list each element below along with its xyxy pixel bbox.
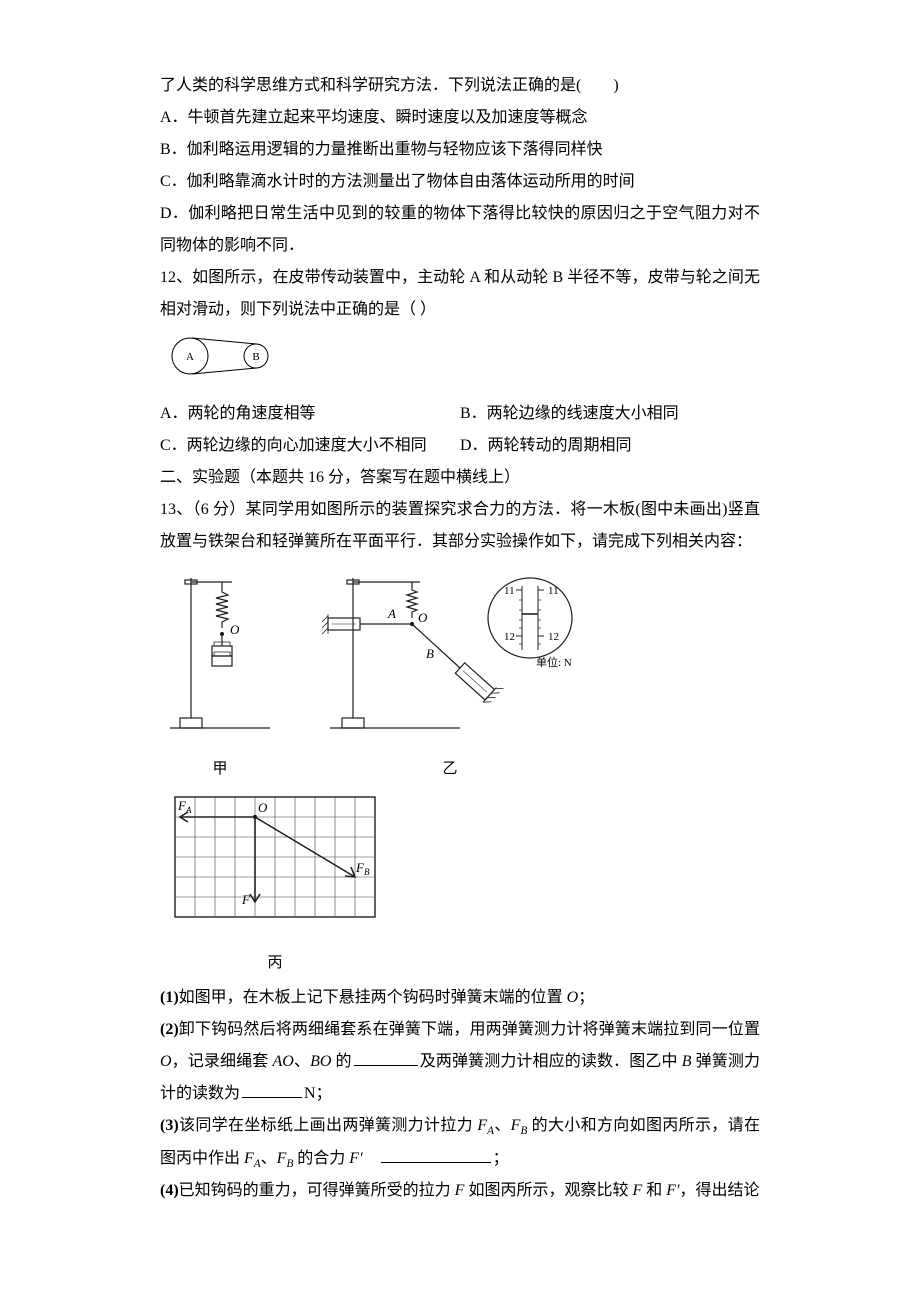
sub3-fb: FB: [511, 1117, 528, 1134]
sub2-o: O: [160, 1053, 172, 1070]
sub3-fprime: F′: [349, 1150, 362, 1167]
sub3-c1: 、: [494, 1117, 511, 1134]
sub4-f: F: [455, 1182, 465, 1199]
blank-reading[interactable]: [242, 1081, 302, 1098]
sub1-index: (1): [160, 989, 179, 1006]
sub3-fa2: FA: [244, 1150, 261, 1167]
sub3-index: (3): [160, 1117, 179, 1134]
svg-text:A: A: [186, 351, 194, 363]
q13-fig-row: O 甲: [160, 568, 760, 784]
sub2-ao: AO: [273, 1053, 294, 1070]
sub4-f2: F: [632, 1182, 642, 1199]
svg-text:B: B: [426, 646, 434, 661]
sub4-t2: 如图丙所示，观察比较: [464, 1182, 632, 1199]
svg-text:FA: FA: [177, 798, 192, 815]
q13-sub2: (2)卸下钩码然后将两细绳套系在弹簧下端，用两弹簧测力计将弹簧末端拉到同一位置 …: [160, 1014, 760, 1110]
sub3-t1: 该同学在坐标纸上画出两弹簧测力计拉力: [179, 1117, 478, 1134]
sub2-t1: 卸下钩码然后将两细绳套系在弹簧下端，用两弹簧测力计将弹簧末端拉到同一位置: [179, 1021, 760, 1038]
sub4-t3: 和: [642, 1182, 666, 1199]
sub3-c2: 、: [261, 1150, 277, 1167]
q12-opt-d: D．两轮转动的周期相同: [460, 430, 760, 462]
svg-text:11: 11: [504, 585, 515, 597]
svg-text:12: 12: [548, 631, 559, 643]
q13-fig-bing: O FA FB F 丙: [170, 792, 380, 978]
pulley-diagram-icon: A B: [170, 332, 290, 380]
sub3-end: ；: [493, 1150, 509, 1167]
sub2-t2: ，记录细绳套: [172, 1053, 273, 1070]
sub3-fa: FA: [477, 1117, 494, 1134]
q11-stem-cont: 了人类的科学思维方式和科学研究方法．下列说法正确的是( ): [160, 70, 760, 102]
sub4-fp: F′: [666, 1182, 679, 1199]
fig-cap-jia: 甲: [160, 754, 280, 784]
svg-text:A: A: [387, 606, 396, 621]
sub2-bo: BO: [310, 1053, 331, 1070]
svg-text:11: 11: [548, 585, 559, 597]
svg-text:F: F: [241, 892, 251, 907]
sub4-t1: 已知钩码的重力，可得弹簧所受的拉力: [179, 1182, 455, 1199]
q12-opt-a: A．两轮的角速度相等: [160, 398, 460, 430]
sub1-end: ；: [578, 989, 594, 1006]
q13-fig-jia: O 甲: [160, 568, 280, 784]
blank-direction[interactable]: [354, 1049, 418, 1066]
sub2-t6: N；: [304, 1085, 332, 1102]
sub3-fb2: FB: [277, 1150, 294, 1167]
exam-page: 了人类的科学思维方式和科学研究方法．下列说法正确的是( ) A．牛顿首先建立起来…: [0, 0, 920, 1267]
blank-draw-resultant[interactable]: [381, 1146, 491, 1163]
svg-text:O: O: [230, 622, 240, 637]
q13-sub3: (3)该同学在坐标纸上画出两弹簧测力计拉力 FA、FB 的大小和方向如图丙所示，…: [160, 1110, 760, 1175]
apparatus-yi-icon: A O B: [320, 568, 580, 738]
sub2-t3: 的: [331, 1053, 351, 1070]
q11-opt-a: A．牛顿首先建立起来平均速度、瞬时速度以及加速度等概念: [160, 102, 760, 134]
q13-sub1: (1)如图甲，在木板上记下悬挂两个钩码时弹簧末端的位置 O；: [160, 982, 760, 1014]
sub1-o: O: [567, 989, 579, 1006]
sub4-t4: ，得出结论: [680, 1182, 760, 1199]
q13-stem: 13、（6 分）某同学用如图所示的装置探究求合力的方法．将一木板(图中未画出)竖…: [160, 494, 760, 558]
fig-cap-yi: 乙: [320, 754, 580, 784]
q11-opt-d: D．伽利略把日常生活中见到的较重的物体下落得比较快的原因归之于空气阻力对不同物体…: [160, 198, 760, 262]
q12-opt-b: B．两轮边缘的线速度大小相同: [460, 398, 760, 430]
grid-bing-icon: O FA FB F: [170, 792, 380, 932]
svg-text:O: O: [418, 610, 428, 625]
sub3-sp: [363, 1150, 379, 1167]
svg-text:B: B: [252, 351, 259, 363]
sub2-c1: 、: [294, 1053, 310, 1070]
q12-options-row2: C．两轮边缘的向心加速度大小不相同 D．两轮转动的周期相同: [160, 430, 760, 462]
sub1-text: 如图甲，在木板上记下悬挂两个钩码时弹簧末端的位置: [179, 989, 567, 1006]
svg-text:12: 12: [504, 631, 515, 643]
q12-opt-c: C．两轮边缘的向心加速度大小不相同: [160, 430, 460, 462]
apparatus-jia-icon: O: [160, 568, 280, 738]
svg-text:O: O: [258, 800, 268, 815]
q12-options-row1: A．两轮的角速度相等 B．两轮边缘的线速度大小相同: [160, 398, 760, 430]
sub2-t4: 及两弹簧测力计相应的读数．图乙中: [420, 1053, 682, 1070]
svg-text:单位: N: 单位: N: [536, 655, 572, 669]
q13-fig-yi: A O B: [320, 568, 580, 784]
svg-text:FB: FB: [355, 860, 370, 877]
q12-stem: 12、如图所示，在皮带传动装置中，主动轮 A 和从动轮 B 半径不等，皮带与轮之…: [160, 262, 760, 326]
q12-figure: A B: [170, 332, 760, 392]
sub3-t3: 的合力: [293, 1150, 349, 1167]
fig-cap-bing: 丙: [170, 948, 380, 978]
section2-header: 二、实验题（本题共 16 分，答案写在题中横线上）: [160, 462, 760, 494]
q11-opt-c: C．伽利略靠滴水计时的方法测量出了物体自由落体运动所用的时间: [160, 166, 760, 198]
q13-sub4: (4)已知钩码的重力，可得弹簧所受的拉力 F 如图丙所示，观察比较 F 和 F′…: [160, 1175, 760, 1207]
q11-opt-b: B．伽利略运用逻辑的力量推断出重物与轻物应该下落得同样快: [160, 134, 760, 166]
sub2-index: (2): [160, 1021, 179, 1038]
sub4-index: (4): [160, 1182, 179, 1199]
